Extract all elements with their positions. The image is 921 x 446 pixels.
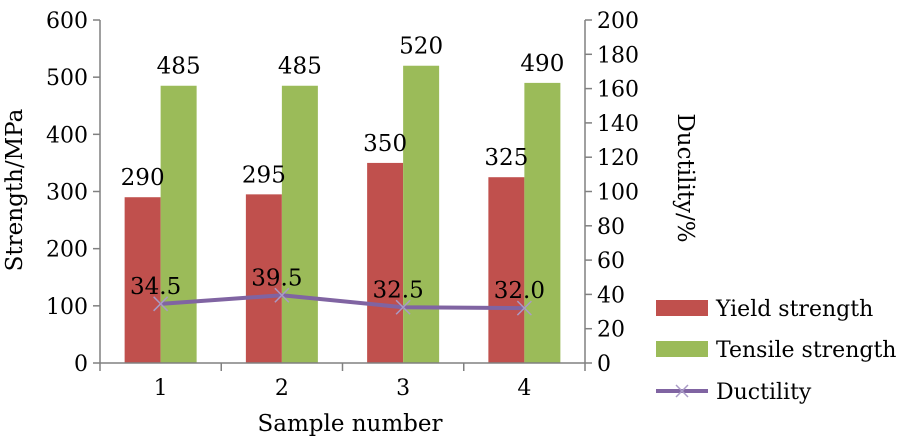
x-axis-title: Sample number bbox=[257, 411, 442, 437]
y2-tick-label: 0 bbox=[597, 352, 611, 377]
point-marker-ductility-4 bbox=[516, 300, 532, 316]
legend-swatch-yield-strength bbox=[656, 300, 708, 316]
data-label-yield-strength-1: 290 bbox=[121, 165, 165, 191]
x-tick-label: 1 bbox=[154, 376, 168, 401]
series-line-ductility bbox=[160, 293, 525, 311]
y-tick-label: 200 bbox=[46, 238, 88, 263]
legend-label-yield-strength: Yield strength bbox=[715, 297, 873, 322]
data-label-ductility-2: 39.5 bbox=[251, 265, 302, 291]
point-marker-ductility-3 bbox=[395, 299, 411, 315]
data-label-yield-strength-3: 350 bbox=[363, 131, 407, 157]
point-marker-ductility-1 bbox=[153, 296, 169, 312]
bar-yield-strength-3 bbox=[367, 162, 404, 363]
legend: Yield strength Tensile strength Ductilit… bbox=[656, 297, 896, 405]
labels-layer: 290 485 295 485 350 520 325 490 34.5 39.5 32.5 32.0 bbox=[121, 34, 565, 304]
y-tick-label: 300 bbox=[46, 181, 88, 206]
x-tick-label: 2 bbox=[275, 376, 289, 401]
legend-swatch-tensile-strength bbox=[656, 341, 708, 357]
x-tick-label: 4 bbox=[517, 376, 531, 401]
y2-axis-title: Ductility/% bbox=[672, 113, 698, 242]
y-axis-title: Strength/MPa bbox=[2, 108, 28, 271]
bar-yield-strength-4 bbox=[488, 177, 525, 363]
legend-label-tensile-strength: Tensile strength bbox=[716, 338, 896, 363]
data-label-ductility-4: 32.0 bbox=[494, 278, 545, 304]
bar-tensile-strength-4 bbox=[524, 82, 561, 363]
y2-tick-label: 60 bbox=[597, 249, 625, 274]
data-label-yield-strength-2: 295 bbox=[242, 162, 286, 188]
data-label-ductility-3: 32.5 bbox=[373, 277, 424, 303]
y2-tick-label: 120 bbox=[597, 146, 639, 171]
y-ticks-layer: 0 100 200 300 400 500 600 bbox=[46, 9, 100, 377]
bar-yield-strength-1 bbox=[124, 197, 161, 363]
y2-tick-label: 100 bbox=[597, 181, 639, 206]
y-tick-label: 0 bbox=[74, 352, 88, 377]
data-label-ductility-1: 34.5 bbox=[130, 274, 181, 300]
data-label-tensile-strength-1: 485 bbox=[157, 54, 201, 80]
bar-yield-strength-2 bbox=[245, 194, 282, 363]
y2-tick-label: 200 bbox=[597, 9, 639, 34]
y2-tick-label: 140 bbox=[597, 112, 639, 137]
y2-tick-label: 20 bbox=[597, 318, 625, 343]
y2-tick-label: 180 bbox=[597, 43, 639, 68]
y2-tick-label: 160 bbox=[597, 78, 639, 103]
legend-marker-ductility bbox=[675, 384, 689, 398]
bar-tensile-strength-1 bbox=[160, 85, 197, 363]
data-label-yield-strength-4: 325 bbox=[484, 145, 528, 171]
legend-label-ductility: Ductility bbox=[716, 380, 812, 405]
y2-tick-label: 40 bbox=[597, 283, 625, 308]
y2-ticks-layer: 0 20 40 60 80 100 120 140 160 180 200 bbox=[585, 9, 639, 377]
bar-tensile-strength-3 bbox=[403, 65, 440, 363]
bars-layer bbox=[124, 65, 561, 363]
x-ticks-layer: 1 2 3 4 bbox=[99, 363, 586, 401]
x-tick-label: 3 bbox=[396, 376, 410, 401]
y-tick-label: 400 bbox=[46, 123, 88, 148]
bar-tensile-strength-2 bbox=[281, 85, 318, 363]
data-label-tensile-strength-3: 520 bbox=[399, 34, 443, 60]
data-label-tensile-strength-2: 485 bbox=[278, 54, 322, 80]
y2-tick-label: 80 bbox=[597, 215, 625, 240]
point-marker-ductility-2 bbox=[274, 287, 290, 303]
y-tick-label: 500 bbox=[46, 66, 88, 91]
y-tick-label: 600 bbox=[46, 9, 88, 34]
line-layer bbox=[153, 287, 532, 316]
y-tick-label: 100 bbox=[46, 295, 88, 320]
data-label-tensile-strength-4: 490 bbox=[520, 51, 564, 77]
